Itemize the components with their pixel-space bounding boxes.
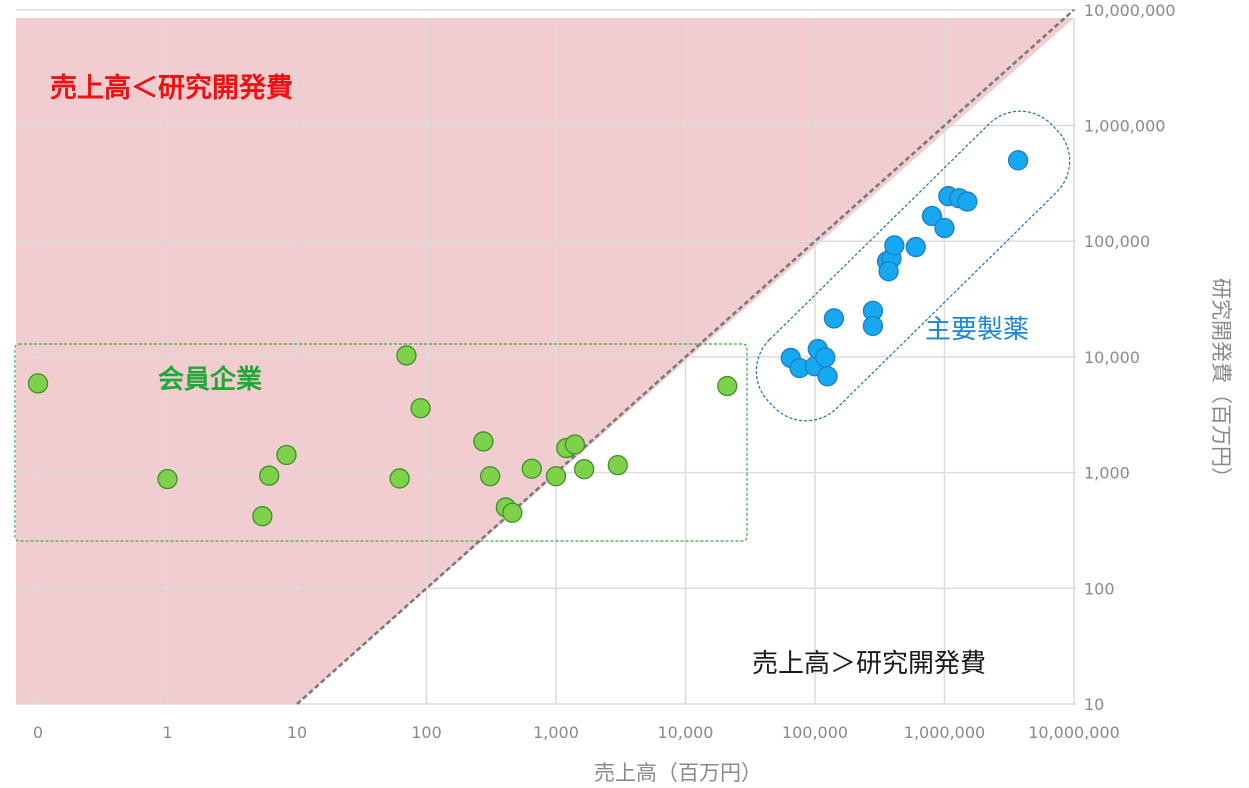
- x-tick-label: 100: [411, 723, 442, 742]
- x-tick-label: 1,000: [533, 723, 579, 742]
- upper-region-label: 売上高＜研究開発費: [50, 72, 293, 104]
- member-point: [396, 345, 417, 366]
- major-point: [1007, 150, 1029, 171]
- major-point: [921, 205, 943, 227]
- major-group-box: [755, 110, 1071, 422]
- region-layer: [16, 18, 1074, 704]
- y-tick-label: 100,000: [1084, 232, 1150, 251]
- reference-line: [296, 8, 1075, 705]
- y-axis-title: 研究開発費（百万円）: [1209, 278, 1233, 488]
- x-tick-label: 10,000,000: [1028, 723, 1120, 742]
- y-tick-label: 1,000,000: [1084, 117, 1165, 136]
- member-point: [410, 398, 431, 419]
- major-point: [862, 315, 884, 337]
- major-point: [817, 366, 838, 387]
- x-axis-title: 売上高（百万円）: [594, 761, 762, 785]
- member-point: [521, 458, 542, 479]
- reference-line-layer: [296, 8, 1075, 705]
- member-group-box: [14, 343, 748, 542]
- member-point: [252, 506, 273, 527]
- major-point: [815, 347, 836, 368]
- member-point: [473, 431, 494, 452]
- major-point: [823, 308, 845, 329]
- member-point: [607, 454, 628, 476]
- major-point: [878, 261, 899, 282]
- y-tick-label: 10: [1084, 695, 1104, 714]
- y-tick-label: 1,000: [1084, 464, 1130, 483]
- x-tick-label: 0: [33, 723, 43, 742]
- y-tick-label: 10,000: [1084, 348, 1140, 367]
- member-point: [27, 373, 49, 394]
- member-point: [479, 466, 501, 487]
- major-group-label: 主要製薬: [925, 315, 1029, 345]
- x-tick-label: 1,000,000: [904, 723, 985, 742]
- point-layer: [27, 150, 1029, 527]
- major-point: [905, 236, 926, 258]
- upper-region-shade: [16, 18, 1074, 704]
- x-tick-label: 1: [162, 723, 172, 742]
- member-point: [574, 459, 595, 480]
- member-point: [502, 502, 523, 523]
- x-tick-label: 100,000: [782, 723, 848, 742]
- member-group-label: 会員企業: [158, 364, 262, 395]
- member-point: [545, 466, 567, 487]
- y-tick-label: 100: [1084, 579, 1115, 598]
- major-point: [957, 191, 978, 212]
- x-tick-label: 10: [287, 723, 307, 742]
- member-point: [157, 468, 178, 490]
- lower-region-label: 売上高＞研究開発費: [752, 649, 986, 679]
- x-tick-label: 10,000: [658, 723, 714, 742]
- tick-label-layer: 0 1 10 100 1,000 10,000 100,000 1,000,000 10,000…: [33, 1, 1176, 742]
- member-point: [717, 375, 738, 397]
- member-point: [259, 465, 280, 486]
- member-point: [276, 444, 297, 466]
- member-point: [564, 434, 586, 455]
- major-point: [934, 217, 955, 239]
- y-tick-label: 10,000,000: [1084, 1, 1176, 20]
- group-box-layer: [14, 110, 1071, 542]
- major-point: [884, 235, 905, 256]
- member-point: [389, 468, 410, 489]
